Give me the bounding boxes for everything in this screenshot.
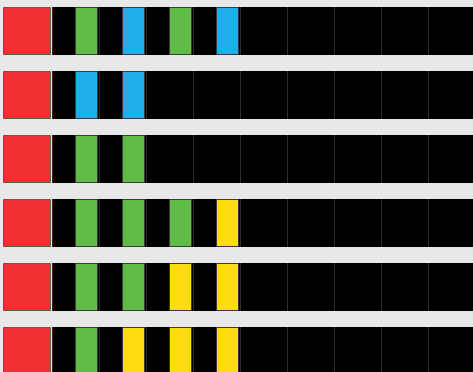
slot-5 <box>240 135 287 183</box>
slot-2 <box>99 199 146 247</box>
slot-5 <box>240 263 287 311</box>
slot-1 <box>52 135 99 183</box>
green-bar <box>75 135 98 183</box>
slot-2 <box>99 135 146 183</box>
slot-9 <box>428 135 473 183</box>
slot-4 <box>193 71 240 119</box>
slot-8 <box>381 71 428 119</box>
sequence-row-4 <box>3 199 473 247</box>
sequence-row-5 <box>3 263 473 311</box>
green-bar <box>169 199 192 247</box>
slot-2 <box>99 263 146 311</box>
slot-1 <box>52 263 99 311</box>
row-head-red-block <box>3 327 51 372</box>
slot-3 <box>146 327 193 372</box>
sequence-row-3 <box>3 135 473 183</box>
slot-9 <box>428 71 473 119</box>
slot-5 <box>240 327 287 372</box>
slot-5 <box>240 71 287 119</box>
slot-3 <box>146 7 193 55</box>
slot-4 <box>193 199 240 247</box>
slot-9 <box>428 263 473 311</box>
yellow-bar <box>169 327 192 372</box>
yellow-bar <box>122 327 145 372</box>
slot-7 <box>334 263 381 311</box>
slot-2 <box>99 327 146 372</box>
slot-9 <box>428 327 473 372</box>
slot-6 <box>287 263 334 311</box>
green-bar <box>75 7 98 55</box>
slot-3 <box>146 263 193 311</box>
green-bar <box>75 199 98 247</box>
slot-8 <box>381 327 428 372</box>
slot-1 <box>52 71 99 119</box>
row-head-red-block <box>3 135 51 183</box>
row-head-red-block <box>3 263 51 311</box>
slot-4 <box>193 7 240 55</box>
row-head-red-block <box>3 199 51 247</box>
slot-5 <box>240 199 287 247</box>
slot-3 <box>146 199 193 247</box>
slot-3 <box>146 135 193 183</box>
sequence-row-6 <box>3 327 473 372</box>
yellow-bar <box>216 263 239 311</box>
yellow-bar <box>169 263 192 311</box>
green-bar <box>122 263 145 311</box>
green-bar <box>122 199 145 247</box>
green-bar <box>169 7 192 55</box>
slot-6 <box>287 327 334 372</box>
slot-9 <box>428 7 473 55</box>
slot-7 <box>334 135 381 183</box>
slot-8 <box>381 263 428 311</box>
yellow-bar <box>216 199 239 247</box>
slot-8 <box>381 7 428 55</box>
slot-8 <box>381 135 428 183</box>
green-bar <box>75 263 98 311</box>
blue-bar <box>216 7 239 55</box>
slot-7 <box>334 199 381 247</box>
slot-9 <box>428 199 473 247</box>
slot-4 <box>193 263 240 311</box>
slot-2 <box>99 7 146 55</box>
green-bar <box>122 135 145 183</box>
green-bar <box>75 327 98 372</box>
row-head-red-block <box>3 71 51 119</box>
slot-2 <box>99 71 146 119</box>
blue-bar <box>122 71 145 119</box>
slot-1 <box>52 327 99 372</box>
slot-4 <box>193 327 240 372</box>
slot-6 <box>287 135 334 183</box>
slot-1 <box>52 7 99 55</box>
sequence-row-1 <box>3 7 473 55</box>
slot-6 <box>287 199 334 247</box>
slot-7 <box>334 71 381 119</box>
slot-4 <box>193 135 240 183</box>
row-head-red-block <box>3 7 51 55</box>
blue-bar <box>122 7 145 55</box>
slot-5 <box>240 7 287 55</box>
slot-8 <box>381 199 428 247</box>
slot-7 <box>334 327 381 372</box>
blue-bar <box>75 71 98 119</box>
slot-7 <box>334 7 381 55</box>
slot-1 <box>52 199 99 247</box>
yellow-bar <box>216 327 239 372</box>
slot-3 <box>146 71 193 119</box>
slot-6 <box>287 7 334 55</box>
slot-6 <box>287 71 334 119</box>
sequence-row-2 <box>3 71 473 119</box>
